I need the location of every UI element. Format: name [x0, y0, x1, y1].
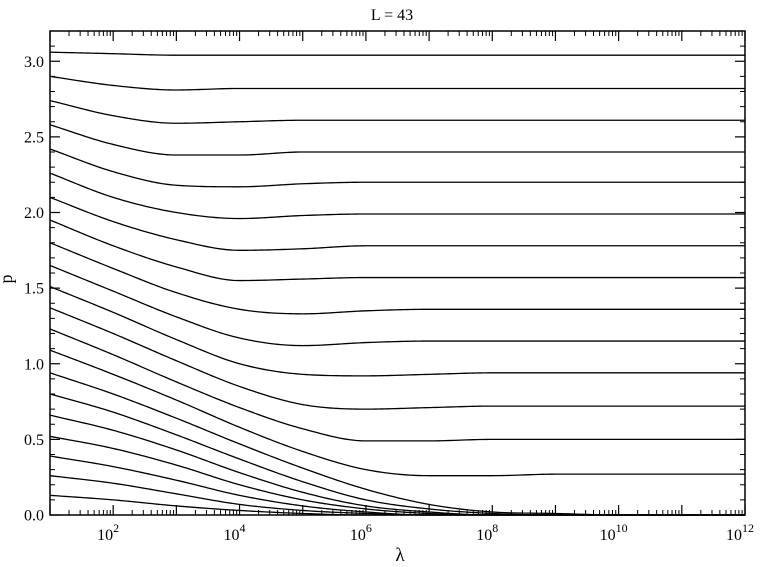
series-line-15	[49, 372, 745, 516]
x-tick-base: 10	[350, 527, 366, 544]
series-line-9	[49, 242, 745, 315]
series-line-16	[49, 393, 745, 516]
x-tick-base: 10	[476, 527, 492, 544]
series-line-19	[49, 455, 745, 516]
y-tick-label: 0.0	[24, 508, 44, 525]
series-line-17	[49, 414, 745, 516]
series-line-7	[49, 196, 745, 251]
x-tick-exponent: 8	[492, 521, 498, 535]
x-tick-base: 10	[726, 527, 742, 544]
series-line-2	[49, 75, 745, 91]
x-tick-label: 1010	[600, 521, 628, 544]
y-tick-label: 1.5	[24, 281, 44, 298]
x-tick-label: 102	[97, 521, 119, 544]
series-line-13	[49, 328, 745, 442]
y-axis-label: p	[0, 275, 16, 284]
series-line-8	[49, 219, 745, 282]
x-tick-exponent: 10	[616, 521, 628, 535]
x-tick-label: 1012	[726, 521, 754, 544]
series-line-14	[49, 349, 745, 477]
x-tick-base: 10	[97, 527, 113, 544]
x-tick-base: 10	[224, 527, 240, 544]
series-line-10	[49, 264, 745, 347]
series-line-4	[49, 124, 745, 156]
y-tick-label: 3.0	[24, 54, 44, 71]
series-line-11	[49, 286, 745, 377]
plot-frame	[49, 30, 746, 516]
x-tick-label: 104	[224, 521, 246, 544]
x-tick-exponent: 6	[366, 521, 372, 535]
y-tick-label: 0.5	[24, 432, 44, 449]
x-tick-exponent: 2	[113, 521, 119, 535]
y-tick-label: 2.5	[24, 129, 44, 146]
series-line-6	[49, 172, 745, 220]
x-tick-label: 106	[350, 521, 372, 544]
series-line-5	[49, 148, 745, 188]
x-tick-label: 108	[476, 521, 498, 544]
y-tick-label: 2.0	[24, 205, 44, 222]
x-tick-base: 10	[600, 527, 616, 544]
series-line-3	[49, 99, 745, 124]
x-axis-label: λ	[395, 545, 405, 566]
series-line-1	[49, 51, 745, 56]
x-tick-exponent: 4	[240, 521, 246, 535]
y-tick-label: 1.0	[24, 356, 44, 373]
chart-title: L = 43	[371, 7, 413, 24]
series-line-12	[49, 307, 745, 410]
series-layer	[49, 51, 745, 516]
x-tick-exponent: 12	[742, 521, 754, 535]
